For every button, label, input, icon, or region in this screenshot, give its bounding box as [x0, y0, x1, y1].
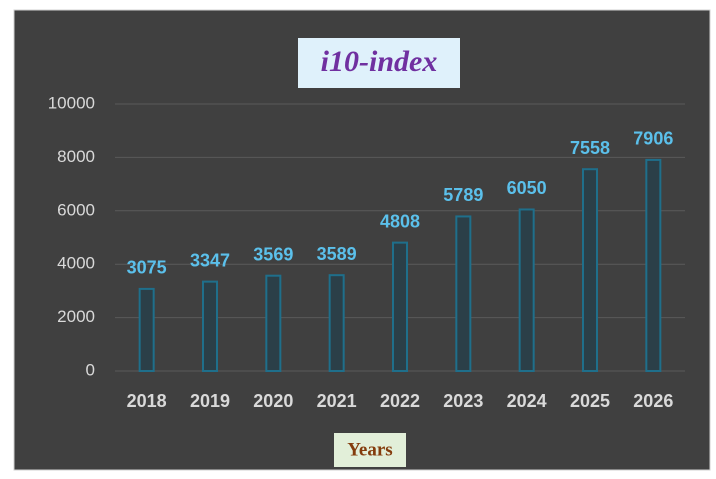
x-tick-label: 2019	[190, 391, 230, 411]
value-label: 3589	[317, 244, 357, 264]
value-label: 3569	[253, 244, 293, 264]
x-label-box	[334, 433, 406, 467]
x-tick-label: 2021	[317, 391, 357, 411]
value-label: 3347	[190, 250, 230, 270]
y-tick-label: 8000	[57, 147, 95, 166]
bar	[645, 158, 662, 372]
value-label: 6050	[507, 178, 547, 198]
y-tick-label: 6000	[57, 200, 95, 219]
chart-title: i10-index	[321, 45, 438, 78]
bar	[392, 241, 408, 372]
x-tick-label: 2026	[633, 391, 673, 411]
y-tick-label: 2000	[57, 307, 95, 326]
x-tick-label: 2020	[253, 391, 293, 411]
title-box	[298, 38, 460, 88]
x-tick-label: 2024	[507, 391, 547, 411]
bar	[202, 280, 218, 372]
bar	[328, 274, 345, 373]
value-label: 3075	[127, 258, 167, 278]
value-label: 7906	[633, 129, 673, 149]
value-label: 4808	[380, 211, 420, 231]
y-tick-label: 10000	[48, 93, 95, 112]
x-tick-label: 2022	[380, 391, 420, 411]
value-label: 7558	[570, 138, 610, 158]
y-tick-label: 4000	[57, 254, 95, 273]
x-tick-label: 2025	[570, 391, 610, 411]
y-tick-label: 0	[86, 360, 95, 379]
x-tick-label: 2023	[443, 391, 483, 411]
x-tick-label: 2018	[127, 391, 167, 411]
bar	[138, 287, 155, 372]
x-axis-label: Years	[347, 439, 392, 460]
bar	[518, 208, 535, 372]
bar	[265, 274, 282, 372]
bar	[455, 215, 472, 372]
value-label: 5789	[443, 185, 483, 205]
bar	[582, 168, 598, 372]
